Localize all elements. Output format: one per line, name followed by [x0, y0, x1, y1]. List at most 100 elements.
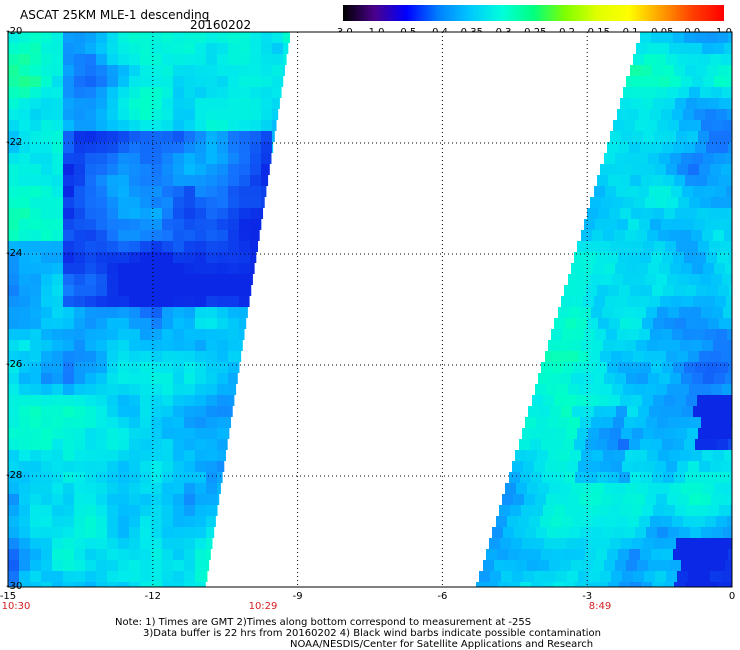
- swath-cell: [250, 186, 261, 197]
- swath-cell: [228, 87, 239, 98]
- swath-cell: [129, 406, 140, 417]
- swath-cell: [8, 549, 19, 560]
- swath-cell: [623, 494, 634, 505]
- swath-cell: [184, 131, 195, 142]
- swath-cell: [250, 164, 261, 175]
- swath-cell: [52, 109, 63, 120]
- swath-cell: [30, 219, 41, 230]
- swath-cell: [620, 505, 631, 516]
- swath-cell: [19, 274, 30, 285]
- swath-cell: [670, 153, 681, 164]
- swath-cell: [129, 76, 140, 87]
- swath-cell: [107, 197, 118, 208]
- swath-cell: [19, 186, 30, 197]
- swath-cell: [162, 351, 173, 362]
- swath-cell: [690, 307, 701, 318]
- swath-cell: [140, 252, 151, 263]
- swath-cell: [206, 549, 211, 560]
- swath-cell: [173, 43, 184, 54]
- swath-cell: [679, 417, 690, 428]
- swath-cell: [638, 186, 649, 197]
- swath-cell: [140, 285, 151, 296]
- swath-cell: [162, 439, 173, 450]
- swath-cell: [613, 307, 624, 318]
- swath-cell: [684, 549, 695, 560]
- swath-cell: [129, 373, 140, 384]
- swath-cell: [540, 516, 551, 527]
- swath-cell: [585, 439, 596, 450]
- swath-cell: [701, 527, 712, 538]
- swath-cell: [702, 340, 713, 351]
- swath-cell: [85, 417, 96, 428]
- swath-cell: [539, 406, 550, 417]
- swath-cell: [663, 65, 674, 76]
- swath-cell: [195, 43, 206, 54]
- swath-cell: [63, 582, 74, 587]
- swath-cell: [118, 406, 129, 417]
- swath-cell: [107, 263, 118, 274]
- swath-cell: [593, 483, 604, 494]
- swath-cell: [687, 241, 698, 252]
- swath-cell: [698, 131, 709, 142]
- swath-cell: [30, 263, 41, 274]
- swath-cell: [184, 65, 195, 76]
- swath-cell: [184, 395, 195, 406]
- swath-cell: [96, 483, 107, 494]
- swath-cell: [522, 538, 533, 549]
- swath-cell: [85, 32, 96, 43]
- swath-cell: [195, 571, 206, 582]
- swath-cell: [30, 439, 41, 450]
- swath-cell: [550, 406, 561, 417]
- swath-cell: [19, 131, 30, 142]
- swath-cell: [703, 263, 714, 274]
- swath-cell: [118, 296, 129, 307]
- swath-cell: [74, 274, 85, 285]
- swath-cell: [628, 219, 639, 230]
- swath-cell: [206, 406, 217, 417]
- swath-cell: [239, 274, 250, 285]
- swath-cell: [19, 296, 30, 307]
- swath-cell: [672, 516, 683, 527]
- swath-cell: [52, 252, 63, 263]
- swath-cell: [707, 65, 718, 76]
- swath-cell: [709, 428, 720, 439]
- swath-cell: [217, 340, 228, 351]
- swath-cell: [617, 219, 628, 230]
- swath-cell: [52, 571, 63, 582]
- swath-cell: [118, 527, 129, 538]
- swath-cell: [664, 318, 675, 329]
- swath-cell: [162, 153, 173, 164]
- swath-cell: [162, 395, 173, 406]
- swath-cell: [151, 241, 162, 252]
- swath-cell: [639, 219, 650, 230]
- swath-cell: [239, 252, 250, 263]
- swath-cell: [151, 549, 162, 560]
- swath-cell: [19, 439, 30, 450]
- swath-cell: [217, 32, 228, 43]
- swath-cell: [151, 285, 162, 296]
- swath-cell: [30, 373, 41, 384]
- swath-cell: [173, 329, 184, 340]
- swath-cell: [41, 43, 52, 54]
- swath-cell: [140, 439, 151, 450]
- swath-cell: [52, 76, 63, 87]
- swath-cell: [206, 439, 217, 450]
- swath-cell: [579, 384, 590, 395]
- swath-cell: [195, 197, 206, 208]
- swath-cell: [140, 208, 151, 219]
- swath-cell: [239, 120, 250, 131]
- swath-cell: [19, 384, 30, 395]
- swath-cell: [228, 351, 239, 362]
- swath-cell: [206, 98, 217, 109]
- swath-cell: [184, 263, 195, 274]
- swath-cell: [272, 109, 279, 120]
- swath-cell: [63, 175, 74, 186]
- swath-cell: [239, 329, 245, 340]
- swath-cell: [683, 109, 694, 120]
- swath-cell: [717, 32, 728, 43]
- swath-cell: [74, 527, 85, 538]
- swath-cell: [184, 98, 195, 109]
- swath-cell: [30, 76, 41, 87]
- swath-cell: [618, 252, 629, 263]
- swath-cell: [151, 230, 162, 241]
